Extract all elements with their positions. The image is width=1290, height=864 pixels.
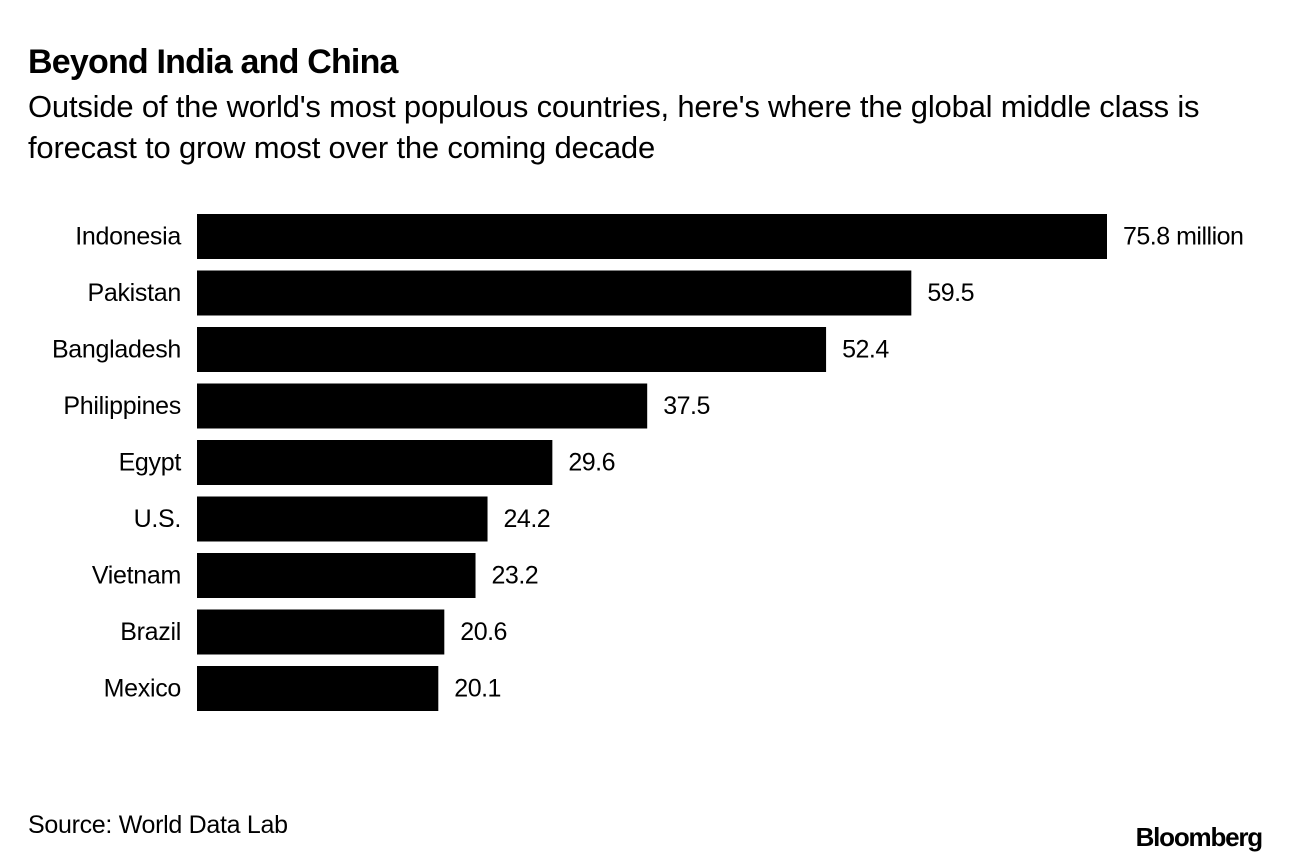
bar-u-s xyxy=(197,496,488,542)
category-label: Mexico xyxy=(104,675,181,703)
value-label: 59.5 xyxy=(927,279,974,307)
bar-indonesia xyxy=(197,214,1107,259)
source-note: Source: World Data Lab xyxy=(28,811,288,839)
value-labels: 75.8 million 59.5 52.4 37.5 29.6 24.2 23.2 20.6… xyxy=(454,223,1244,703)
category-label: Vietnam xyxy=(92,562,181,590)
value-label: 20.6 xyxy=(460,618,507,646)
category-labels: Indonesia Pakistan Bangladesh Philippines Eg… xyxy=(52,223,182,703)
category-label: Brazil xyxy=(120,618,181,646)
category-label: Indonesia xyxy=(75,223,181,251)
category-label: U.S. xyxy=(134,505,181,533)
value-label: 75.8 million xyxy=(1123,223,1243,251)
value-label: 23.2 xyxy=(492,562,539,590)
chart-subtitle: Outside of the world's most populous cou… xyxy=(28,89,1200,165)
category-label: Egypt xyxy=(119,449,182,477)
bar-egypt xyxy=(197,440,553,485)
value-label: 20.1 xyxy=(454,675,501,703)
category-label: Pakistan xyxy=(88,279,182,307)
value-label: 37.5 xyxy=(663,392,710,420)
bars-group xyxy=(197,214,1107,711)
brand-logo: Bloomberg xyxy=(1135,822,1264,852)
value-label: 29.6 xyxy=(568,449,615,477)
value-label: 24.2 xyxy=(504,505,551,533)
bar-philippines xyxy=(197,383,648,429)
value-label: 52.4 xyxy=(842,336,889,364)
bar-pakistan xyxy=(197,270,912,316)
bar-brazil xyxy=(197,609,445,655)
bar-vietnam xyxy=(197,553,476,598)
bar-mexico xyxy=(197,666,439,711)
category-label: Philippines xyxy=(63,392,181,420)
chart-title: Beyond India and China xyxy=(28,43,398,81)
bar-bangladesh xyxy=(197,327,827,372)
category-label: Bangladesh xyxy=(52,336,181,364)
